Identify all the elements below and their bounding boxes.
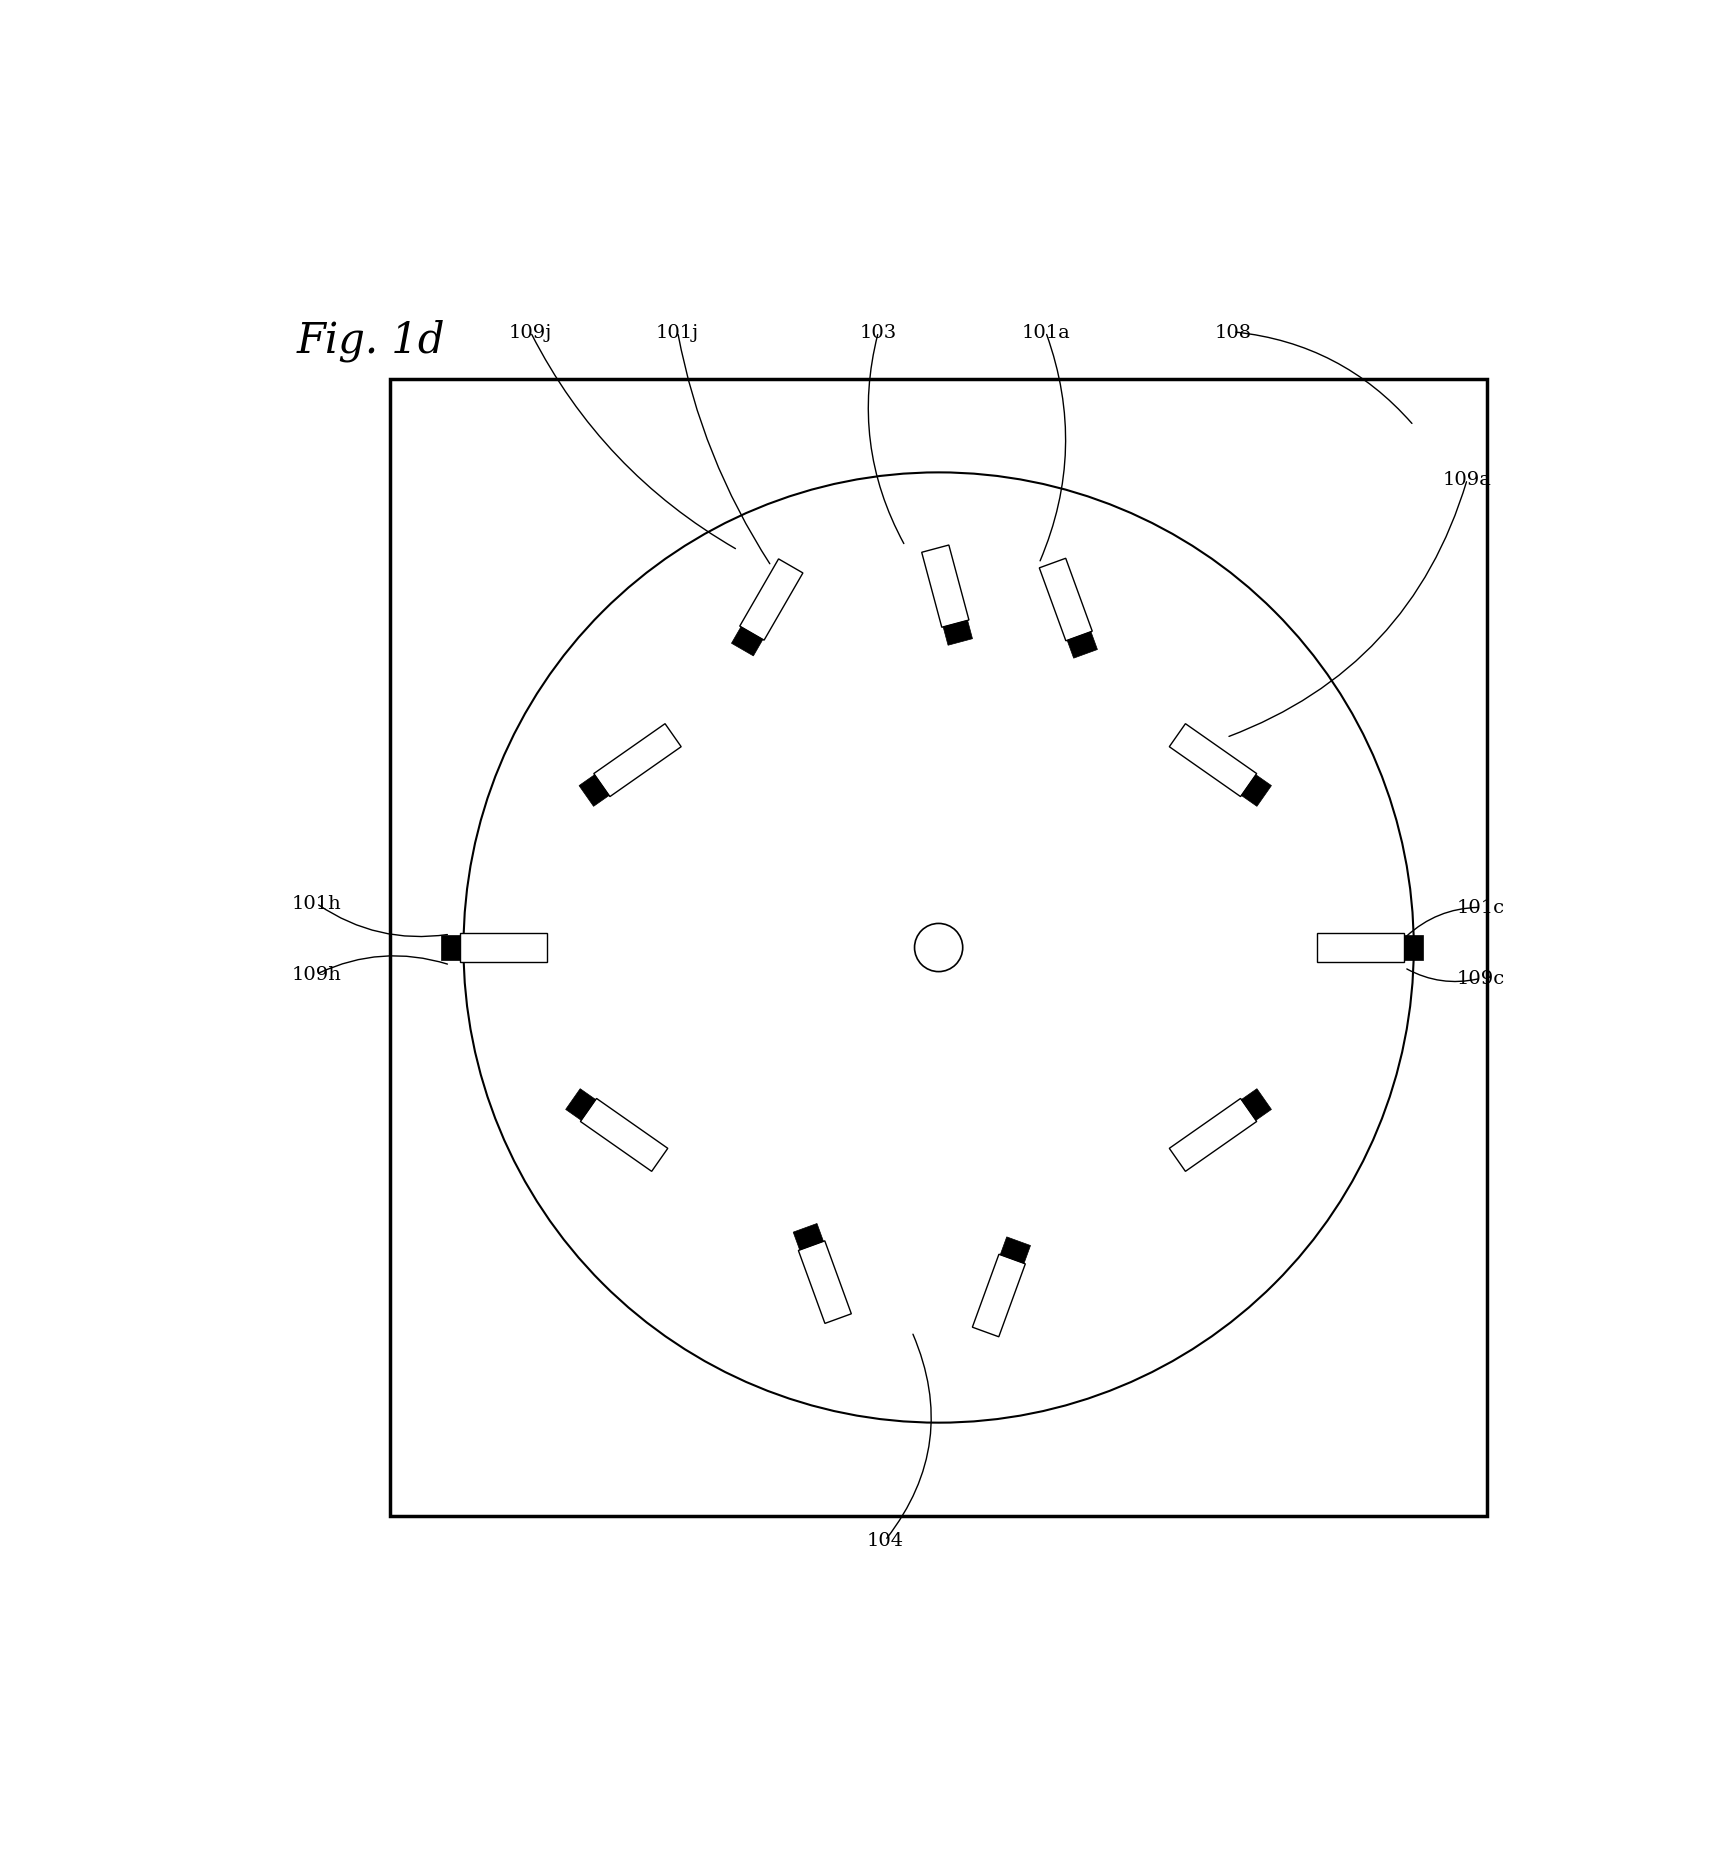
Polygon shape [1404, 936, 1423, 960]
Polygon shape [1169, 725, 1257, 798]
Text: 109c: 109c [1456, 969, 1504, 988]
Polygon shape [1000, 1238, 1031, 1264]
Text: 104: 104 [867, 1532, 903, 1549]
Polygon shape [732, 628, 763, 656]
Text: 101a: 101a [1021, 324, 1071, 341]
Polygon shape [566, 1089, 596, 1120]
Polygon shape [1316, 934, 1404, 962]
Polygon shape [922, 546, 969, 628]
Text: 101c: 101c [1456, 898, 1504, 917]
Polygon shape [943, 621, 972, 647]
Text: Fig. 1d: Fig. 1d [297, 319, 444, 362]
Polygon shape [459, 934, 547, 962]
Polygon shape [798, 1241, 851, 1323]
Text: 108: 108 [1214, 324, 1252, 341]
Text: 101j: 101j [656, 324, 699, 341]
Polygon shape [594, 725, 680, 798]
Polygon shape [579, 775, 610, 807]
Text: 109j: 109j [509, 324, 553, 341]
Polygon shape [580, 1100, 668, 1172]
Polygon shape [1169, 1100, 1257, 1172]
Polygon shape [793, 1225, 824, 1251]
Polygon shape [1242, 775, 1271, 807]
Polygon shape [1067, 632, 1097, 658]
Text: 109h: 109h [292, 966, 342, 984]
Circle shape [915, 925, 962, 973]
Text: 109a: 109a [1442, 472, 1492, 488]
Text: 103: 103 [860, 324, 896, 341]
Polygon shape [972, 1254, 1026, 1336]
Polygon shape [1040, 559, 1091, 641]
Polygon shape [739, 559, 803, 641]
Bar [390, 380, 1487, 1517]
Text: 101h: 101h [292, 895, 342, 913]
Polygon shape [1242, 1089, 1271, 1120]
Polygon shape [440, 936, 459, 960]
